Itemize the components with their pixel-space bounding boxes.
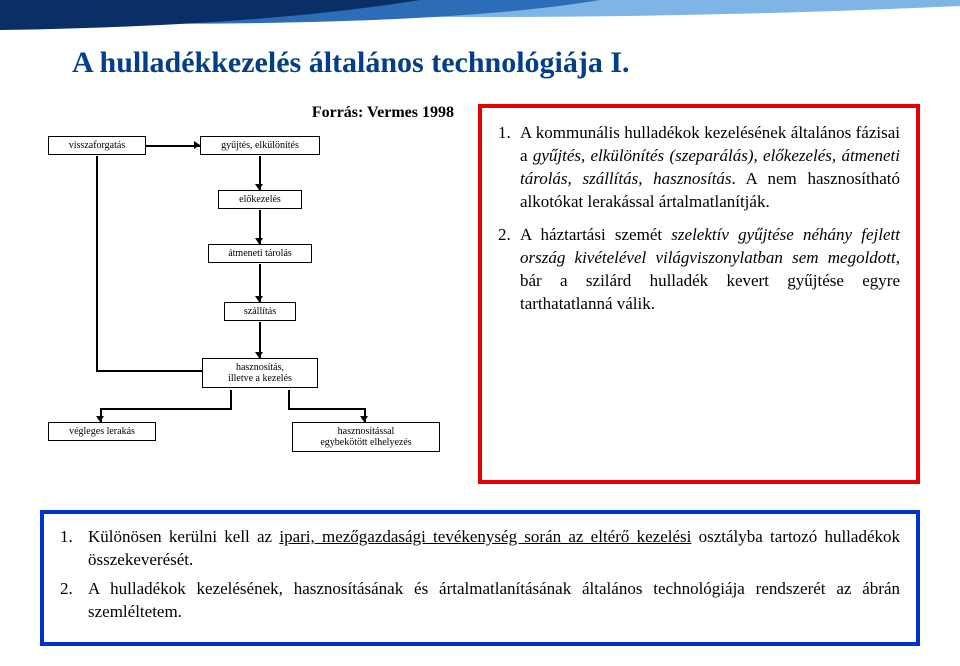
list-number: 1.	[60, 526, 88, 572]
list-number: 2.	[498, 224, 520, 316]
content-row: Forrás: Vermes 1998 gyűjtés, elkülönítés…	[40, 104, 920, 484]
list-body: A háztartási szemét szelektív gyűjtése n…	[520, 224, 900, 316]
blue-text-panel: 1. Különösen kerülni kell az ipari, mező…	[40, 510, 920, 646]
diagram-caption: Forrás: Vermes 1998	[312, 104, 454, 122]
node-gyujtes: gyűjtés, elkülönítés	[200, 136, 320, 155]
blue-item-2: 2. A hulladékok kezelésének, hasznosítás…	[60, 578, 900, 624]
red-item-1: 1. A kommunális hulladékok kezelésének á…	[498, 122, 900, 214]
flowchart-panel: Forrás: Vermes 1998 gyűjtés, elkülönítés…	[40, 104, 460, 484]
red-item-2: 2. A háztartási szemét szelektív gyűjtés…	[498, 224, 900, 316]
list-number: 1.	[498, 122, 520, 214]
node-hasznositas: hasznosítás, illetve a kezelés	[202, 358, 318, 388]
list-body: Különösen kerülni kell az ipari, mezőgaz…	[88, 526, 900, 572]
node-egybekotott: hasznosítással egybekötött elhelyezés	[292, 422, 440, 452]
list-body: A kommunális hulladékok kezelésének álta…	[520, 122, 900, 214]
node-atmeneti: átmeneti tárolás	[208, 244, 312, 263]
page-title: A hulladékkezelés általános technológiáj…	[72, 46, 630, 80]
list-body: A hulladékok kezelésének, hasznosításána…	[88, 578, 900, 624]
red-text-panel: 1. A kommunális hulladékok kezelésének á…	[478, 104, 920, 484]
list-number: 2.	[60, 578, 88, 624]
header-swoosh	[0, 0, 960, 38]
node-elokezeles: előkezelés	[218, 190, 302, 209]
node-szallitas: szállítás	[224, 302, 296, 321]
blue-item-1: 1. Különösen kerülni kell az ipari, mező…	[60, 526, 900, 572]
flowchart: gyűjtés, elkülönítés előkezelés átmeneti…	[40, 130, 460, 484]
node-vegleges: végleges lerakás	[48, 422, 156, 441]
node-visszaforgatas: visszaforgatás	[48, 136, 146, 155]
